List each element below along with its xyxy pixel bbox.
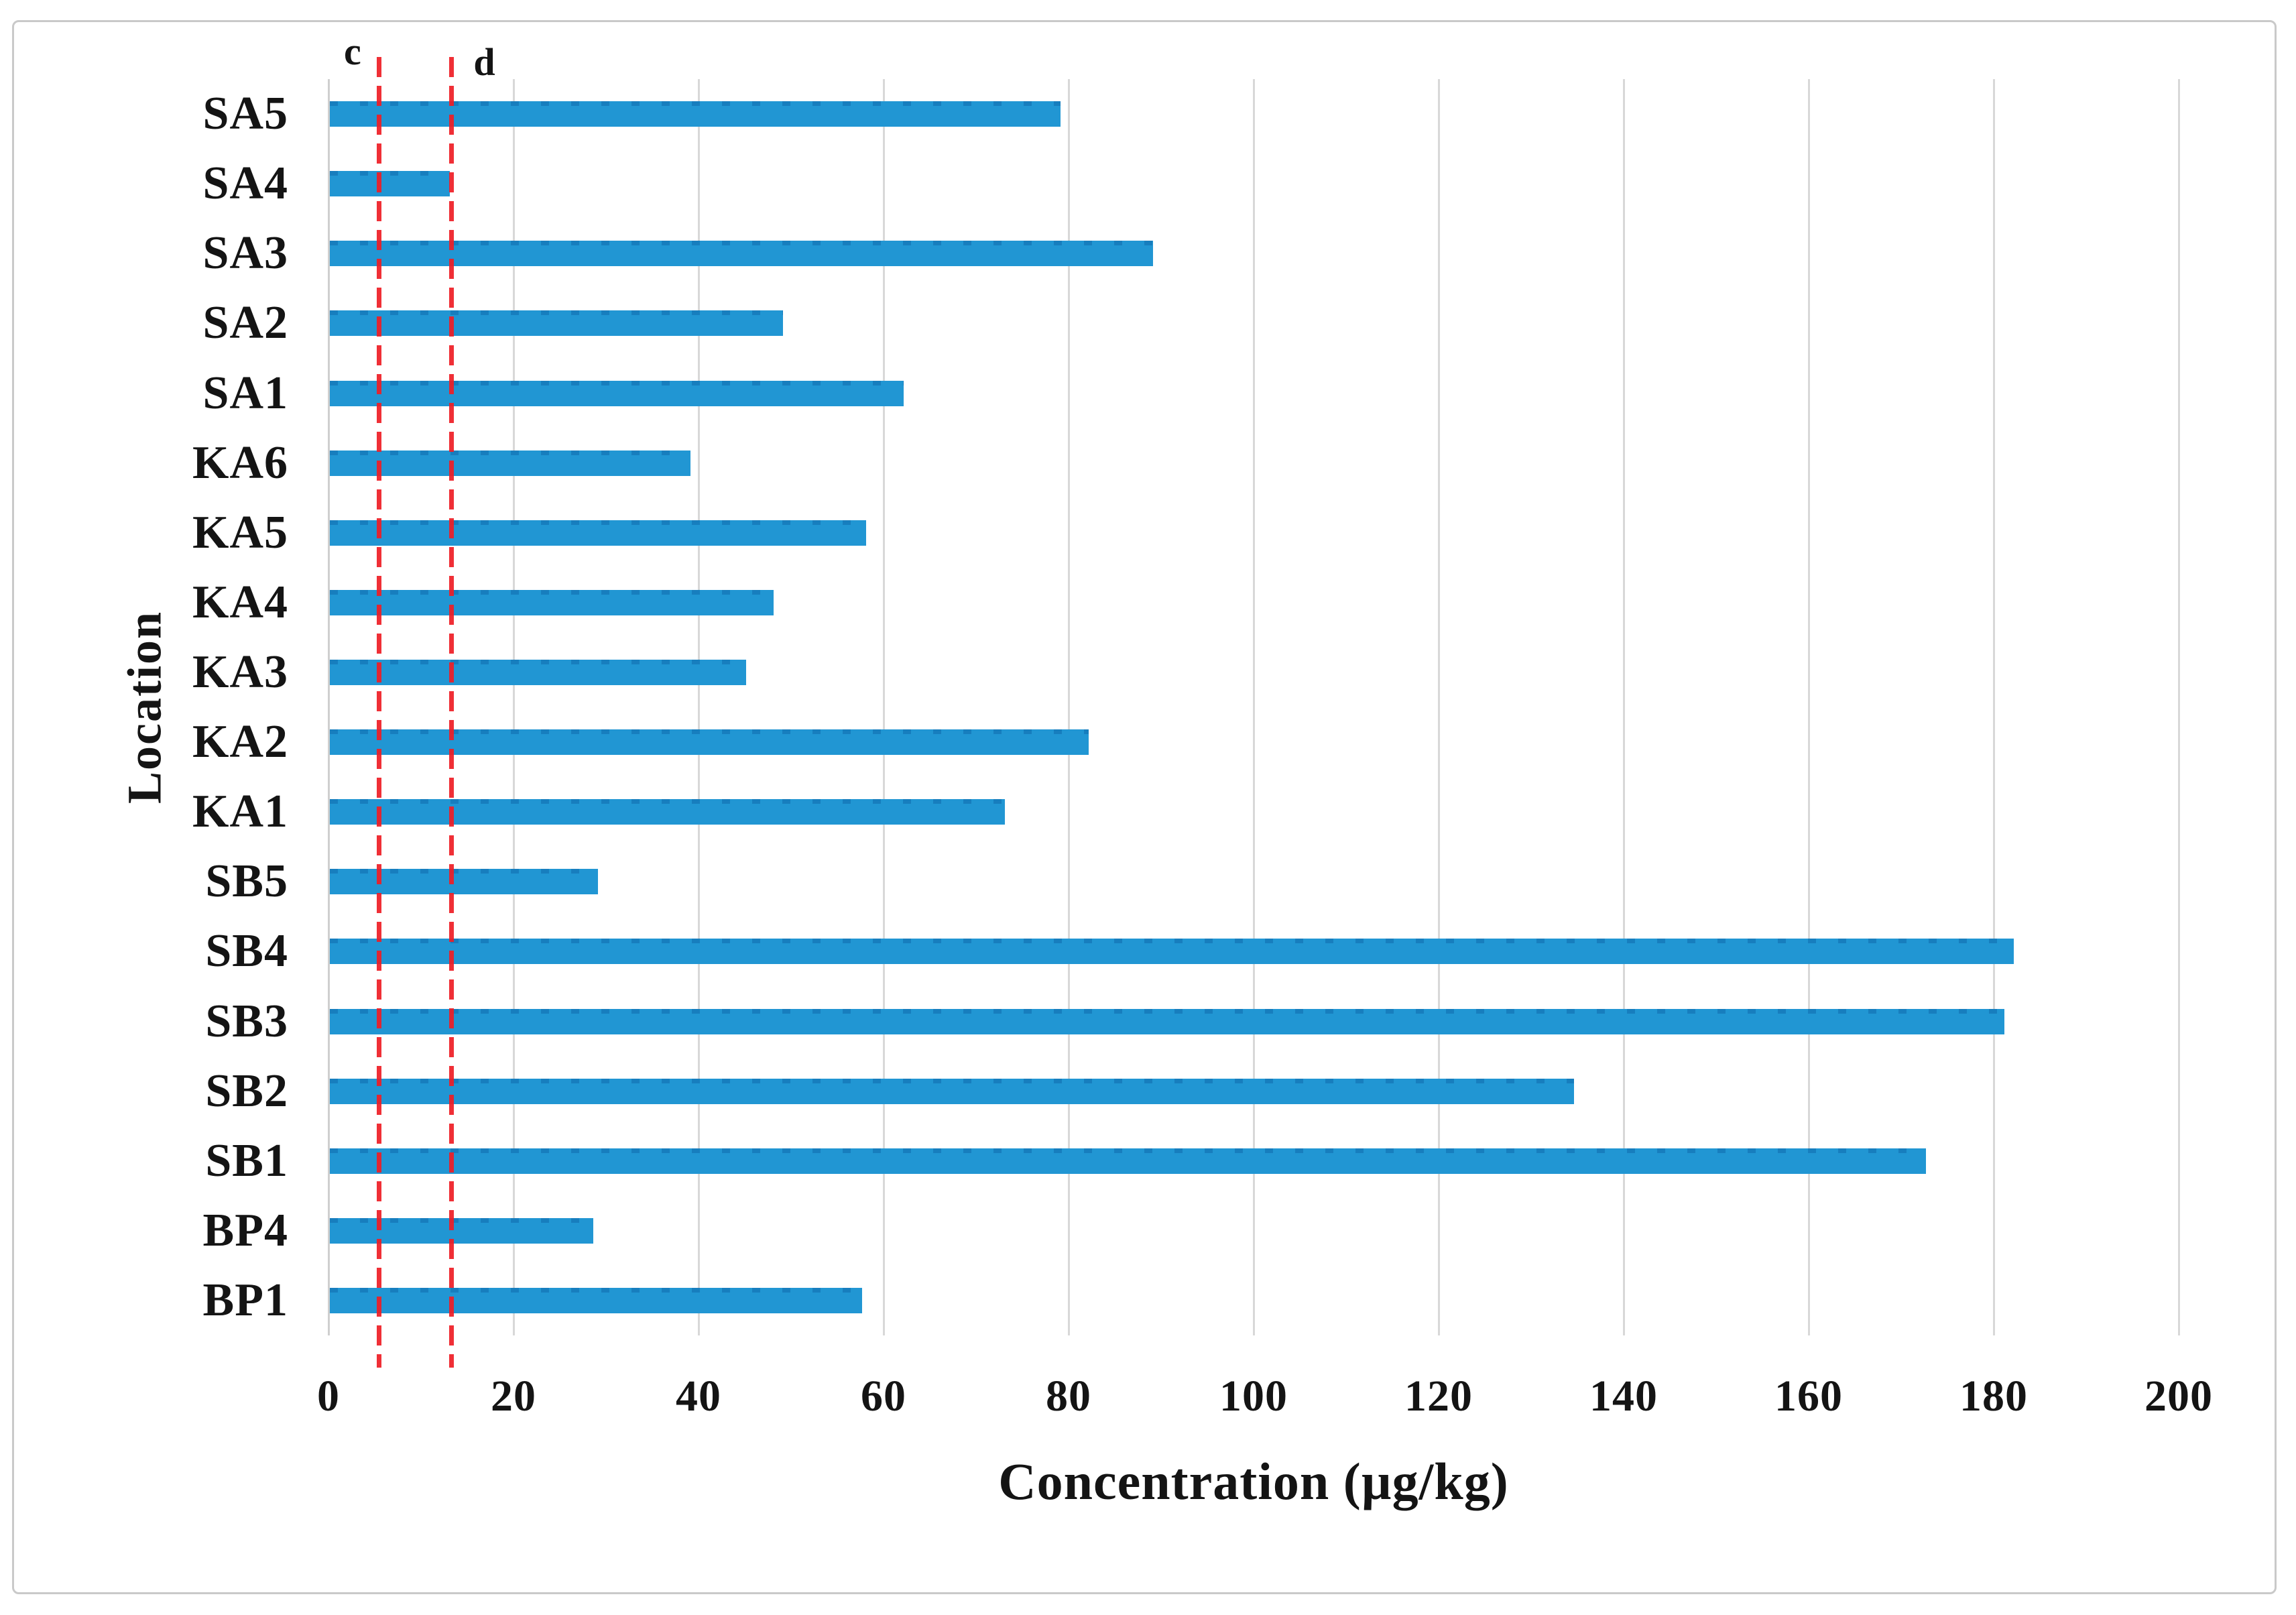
gridline-140 [1623, 79, 1625, 1335]
x-tick-label-0: 0 [317, 1372, 340, 1421]
gridline-200 [2178, 79, 2180, 1335]
x-tick-label-200: 200 [2144, 1372, 2213, 1421]
category-label-SB5: SB5 [205, 855, 288, 908]
category-label-SA5: SA5 [202, 88, 288, 140]
x-axis-title: Concentration (µg/kg) [998, 1452, 1509, 1510]
x-tick-label-40: 40 [676, 1372, 721, 1421]
x-tick-label-20: 20 [491, 1372, 536, 1421]
category-label-BP1: BP1 [202, 1274, 288, 1326]
category-label-SA4: SA4 [202, 158, 288, 210]
category-label-BP4: BP4 [202, 1204, 288, 1256]
bar-SB2 [330, 1078, 1575, 1104]
gridline-120 [1438, 79, 1440, 1335]
x-tick-label-80: 80 [1046, 1372, 1091, 1421]
category-label-KA4: KA4 [192, 576, 288, 628]
category-label-KA6: KA6 [192, 436, 288, 489]
gridline-100 [1253, 79, 1255, 1335]
category-label-SB1: SB1 [205, 1134, 288, 1187]
x-tick-label-60: 60 [861, 1372, 906, 1421]
bar-SA3 [330, 241, 1154, 267]
bar-SB3 [330, 1008, 2004, 1034]
bar-KA6 [330, 450, 691, 476]
category-label-KA1: KA1 [192, 786, 288, 838]
plot-area [328, 79, 2187, 1335]
bar-KA5 [330, 520, 867, 546]
category-label-SB3: SB3 [205, 995, 288, 1047]
category-axis-line [328, 79, 330, 1335]
bar-SB4 [330, 939, 2014, 965]
x-tick-label-160: 160 [1774, 1372, 1843, 1421]
ref-line-d [449, 57, 455, 1368]
bar-SA4 [330, 171, 450, 197]
bar-BP4 [330, 1217, 594, 1244]
category-label-SA3: SA3 [202, 227, 288, 280]
x-tick-label-140: 140 [1589, 1372, 1658, 1421]
bar-KA3 [330, 659, 746, 685]
category-label-SA2: SA2 [202, 297, 288, 349]
ref-line-label-c: c [344, 29, 361, 73]
y-axis-title: Location [117, 610, 172, 804]
x-tick-label-180: 180 [1959, 1372, 2028, 1421]
ref-line-c [377, 57, 382, 1368]
bar-SB5 [330, 869, 599, 895]
bar-SB1 [330, 1148, 1926, 1174]
gridline-180 [1993, 79, 1995, 1335]
category-label-SA1: SA1 [202, 367, 288, 419]
bar-SA2 [330, 310, 784, 337]
category-label-SB4: SB4 [205, 925, 288, 977]
category-label-KA5: KA5 [192, 506, 288, 558]
gridline-20 [513, 79, 515, 1335]
gridline-40 [698, 79, 700, 1335]
x-tick-label-120: 120 [1404, 1372, 1473, 1421]
x-tick-label-100: 100 [1219, 1372, 1288, 1421]
gridline-160 [1808, 79, 1810, 1335]
category-label-SB2: SB2 [205, 1065, 288, 1117]
bar-SA1 [330, 380, 904, 406]
bar-BP1 [330, 1287, 862, 1313]
gridline-60 [883, 79, 885, 1335]
bar-KA2 [330, 729, 1089, 756]
gridline-80 [1068, 79, 1070, 1335]
category-label-KA3: KA3 [192, 646, 288, 698]
ref-line-label-d: d [473, 40, 495, 84]
bar-KA1 [330, 799, 1006, 825]
bar-SA5 [330, 101, 1061, 127]
bar-KA4 [330, 589, 774, 615]
category-label-KA2: KA2 [192, 716, 288, 768]
